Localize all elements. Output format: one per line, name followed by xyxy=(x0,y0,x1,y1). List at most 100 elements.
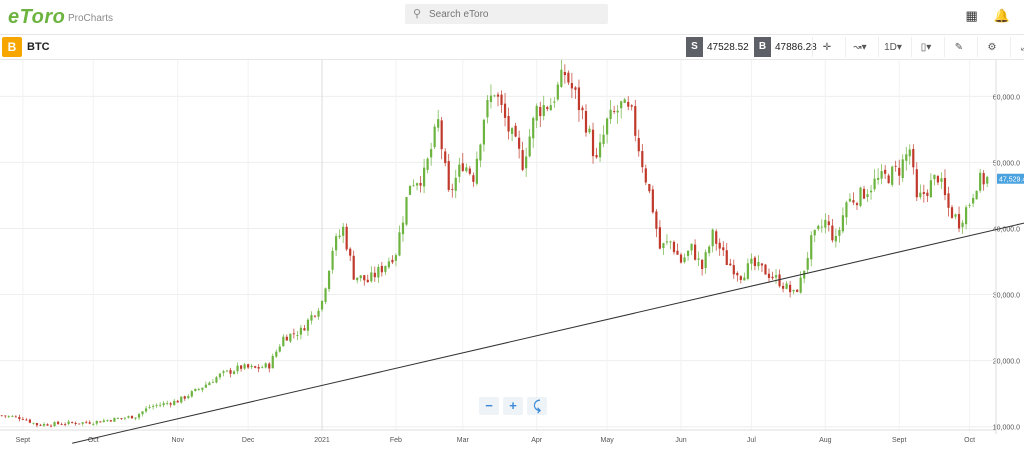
candle-body xyxy=(211,382,215,383)
candle-body xyxy=(412,185,415,187)
candle-body xyxy=(905,154,908,161)
x-tick-label: May xyxy=(600,437,614,444)
candle-body xyxy=(264,363,267,368)
candle-body xyxy=(549,105,552,111)
candle-body xyxy=(817,225,820,229)
candle-body xyxy=(972,197,975,204)
expand-icon[interactable]: ⤢ xyxy=(1010,37,1024,57)
candle-body xyxy=(335,236,338,251)
buy-price: 47886.28 xyxy=(775,41,817,53)
candle-body xyxy=(641,151,644,168)
candle-body xyxy=(736,272,739,276)
candle-body xyxy=(190,391,193,397)
search-box[interactable]: ⚲ xyxy=(405,4,608,24)
candle-body xyxy=(876,177,880,180)
y-tick-label: 60,000.0 xyxy=(993,94,1020,101)
candle-body xyxy=(616,110,619,113)
candle-body xyxy=(18,416,21,420)
candle-body xyxy=(78,423,81,425)
settings-icon[interactable]: ⚙ xyxy=(977,37,1006,57)
x-tick-label: Oct xyxy=(88,437,99,444)
candle-body xyxy=(704,252,707,268)
candle-body xyxy=(173,400,176,406)
draw-icon[interactable]: ✎ xyxy=(944,37,973,57)
x-tick-label: 2021 xyxy=(314,437,330,444)
candle-body xyxy=(35,423,39,426)
sell-button[interactable]: S 47528.52 xyxy=(686,37,749,57)
candle-body xyxy=(884,169,887,174)
candle-body xyxy=(658,227,661,249)
layout-icon[interactable]: ▦ xyxy=(965,8,978,23)
etoro-logo[interactable]: eToro xyxy=(8,6,66,28)
sell-label: S xyxy=(686,37,703,57)
candle-body xyxy=(327,270,331,289)
candle-body xyxy=(310,315,313,321)
candle-body xyxy=(377,266,380,278)
candle-body xyxy=(665,241,669,243)
candle-body xyxy=(845,202,848,218)
candle-body xyxy=(247,364,250,368)
interval-dropdown[interactable]: 1D ▾ xyxy=(878,37,907,57)
zoom-out-button[interactable]: − xyxy=(479,397,499,415)
candle-body xyxy=(401,222,405,235)
candle-body xyxy=(750,258,753,264)
candle-body xyxy=(440,120,443,150)
candle-body xyxy=(725,250,728,265)
candle-body xyxy=(299,327,303,335)
candle-body xyxy=(268,363,271,369)
candle-body xyxy=(866,194,869,198)
bell-icon[interactable]: 🔔 xyxy=(993,8,1010,23)
candle-body xyxy=(894,165,897,167)
candle-body xyxy=(180,396,183,403)
asset-name: BTC xyxy=(27,41,50,53)
candle-body xyxy=(137,414,141,418)
candle-body xyxy=(943,178,947,196)
candle-body xyxy=(134,417,137,419)
candle-body xyxy=(964,207,968,225)
candle-body xyxy=(116,418,120,419)
candle-body xyxy=(496,94,500,97)
chart-type-icon[interactable]: ↝▾ xyxy=(845,37,874,57)
candle-body xyxy=(933,174,936,180)
x-tick-label: Sept xyxy=(892,437,906,444)
candle-body xyxy=(176,400,179,403)
x-tick-label: Jul xyxy=(747,437,756,444)
candle-body xyxy=(708,246,711,254)
candle-body xyxy=(183,396,186,399)
candle-body xyxy=(468,168,471,174)
candle-body xyxy=(415,183,419,186)
candle-body xyxy=(218,373,222,378)
candle-body xyxy=(479,144,482,161)
candle-body xyxy=(391,259,394,263)
buy-button[interactable]: B 47886.28 xyxy=(754,37,817,57)
candle-body xyxy=(14,416,17,418)
candle-body xyxy=(919,192,922,198)
candle-body xyxy=(458,164,461,177)
candle-body xyxy=(810,235,813,260)
candle-icon[interactable]: ▯▾ xyxy=(911,37,940,57)
zoom-in-button[interactable]: + xyxy=(503,397,523,415)
candle-body xyxy=(169,403,172,405)
candle-body xyxy=(588,128,591,133)
candle-body xyxy=(662,243,665,249)
crosshair-icon[interactable]: ✛ xyxy=(812,37,841,57)
candle-body xyxy=(796,289,799,292)
candle-body xyxy=(968,204,971,206)
top-bar: eToro ProCharts ⚲ ▦ 🔔 xyxy=(0,0,1024,35)
candle-body xyxy=(236,365,239,372)
candle-body xyxy=(926,192,929,196)
candle-body xyxy=(102,420,105,423)
candle-body xyxy=(669,241,672,243)
share-icon[interactable]: ⤹ xyxy=(527,397,547,415)
candle-body xyxy=(757,261,760,267)
candle-body xyxy=(109,420,112,422)
asset-icon: B xyxy=(2,37,22,57)
candle-body xyxy=(278,346,281,352)
candle-body xyxy=(229,370,232,374)
candle-body xyxy=(546,107,549,110)
search-input[interactable] xyxy=(427,6,607,23)
candle-body xyxy=(532,117,535,139)
price-chart[interactable]: 10,000.0 20,000.0 30,000.0 40,000.0 50,000.0… xyxy=(0,59,1024,449)
chart-area[interactable]: 10,000.0 20,000.0 30,000.0 40,000.0 50,000.0… xyxy=(0,59,1024,449)
candle-body xyxy=(113,417,116,422)
